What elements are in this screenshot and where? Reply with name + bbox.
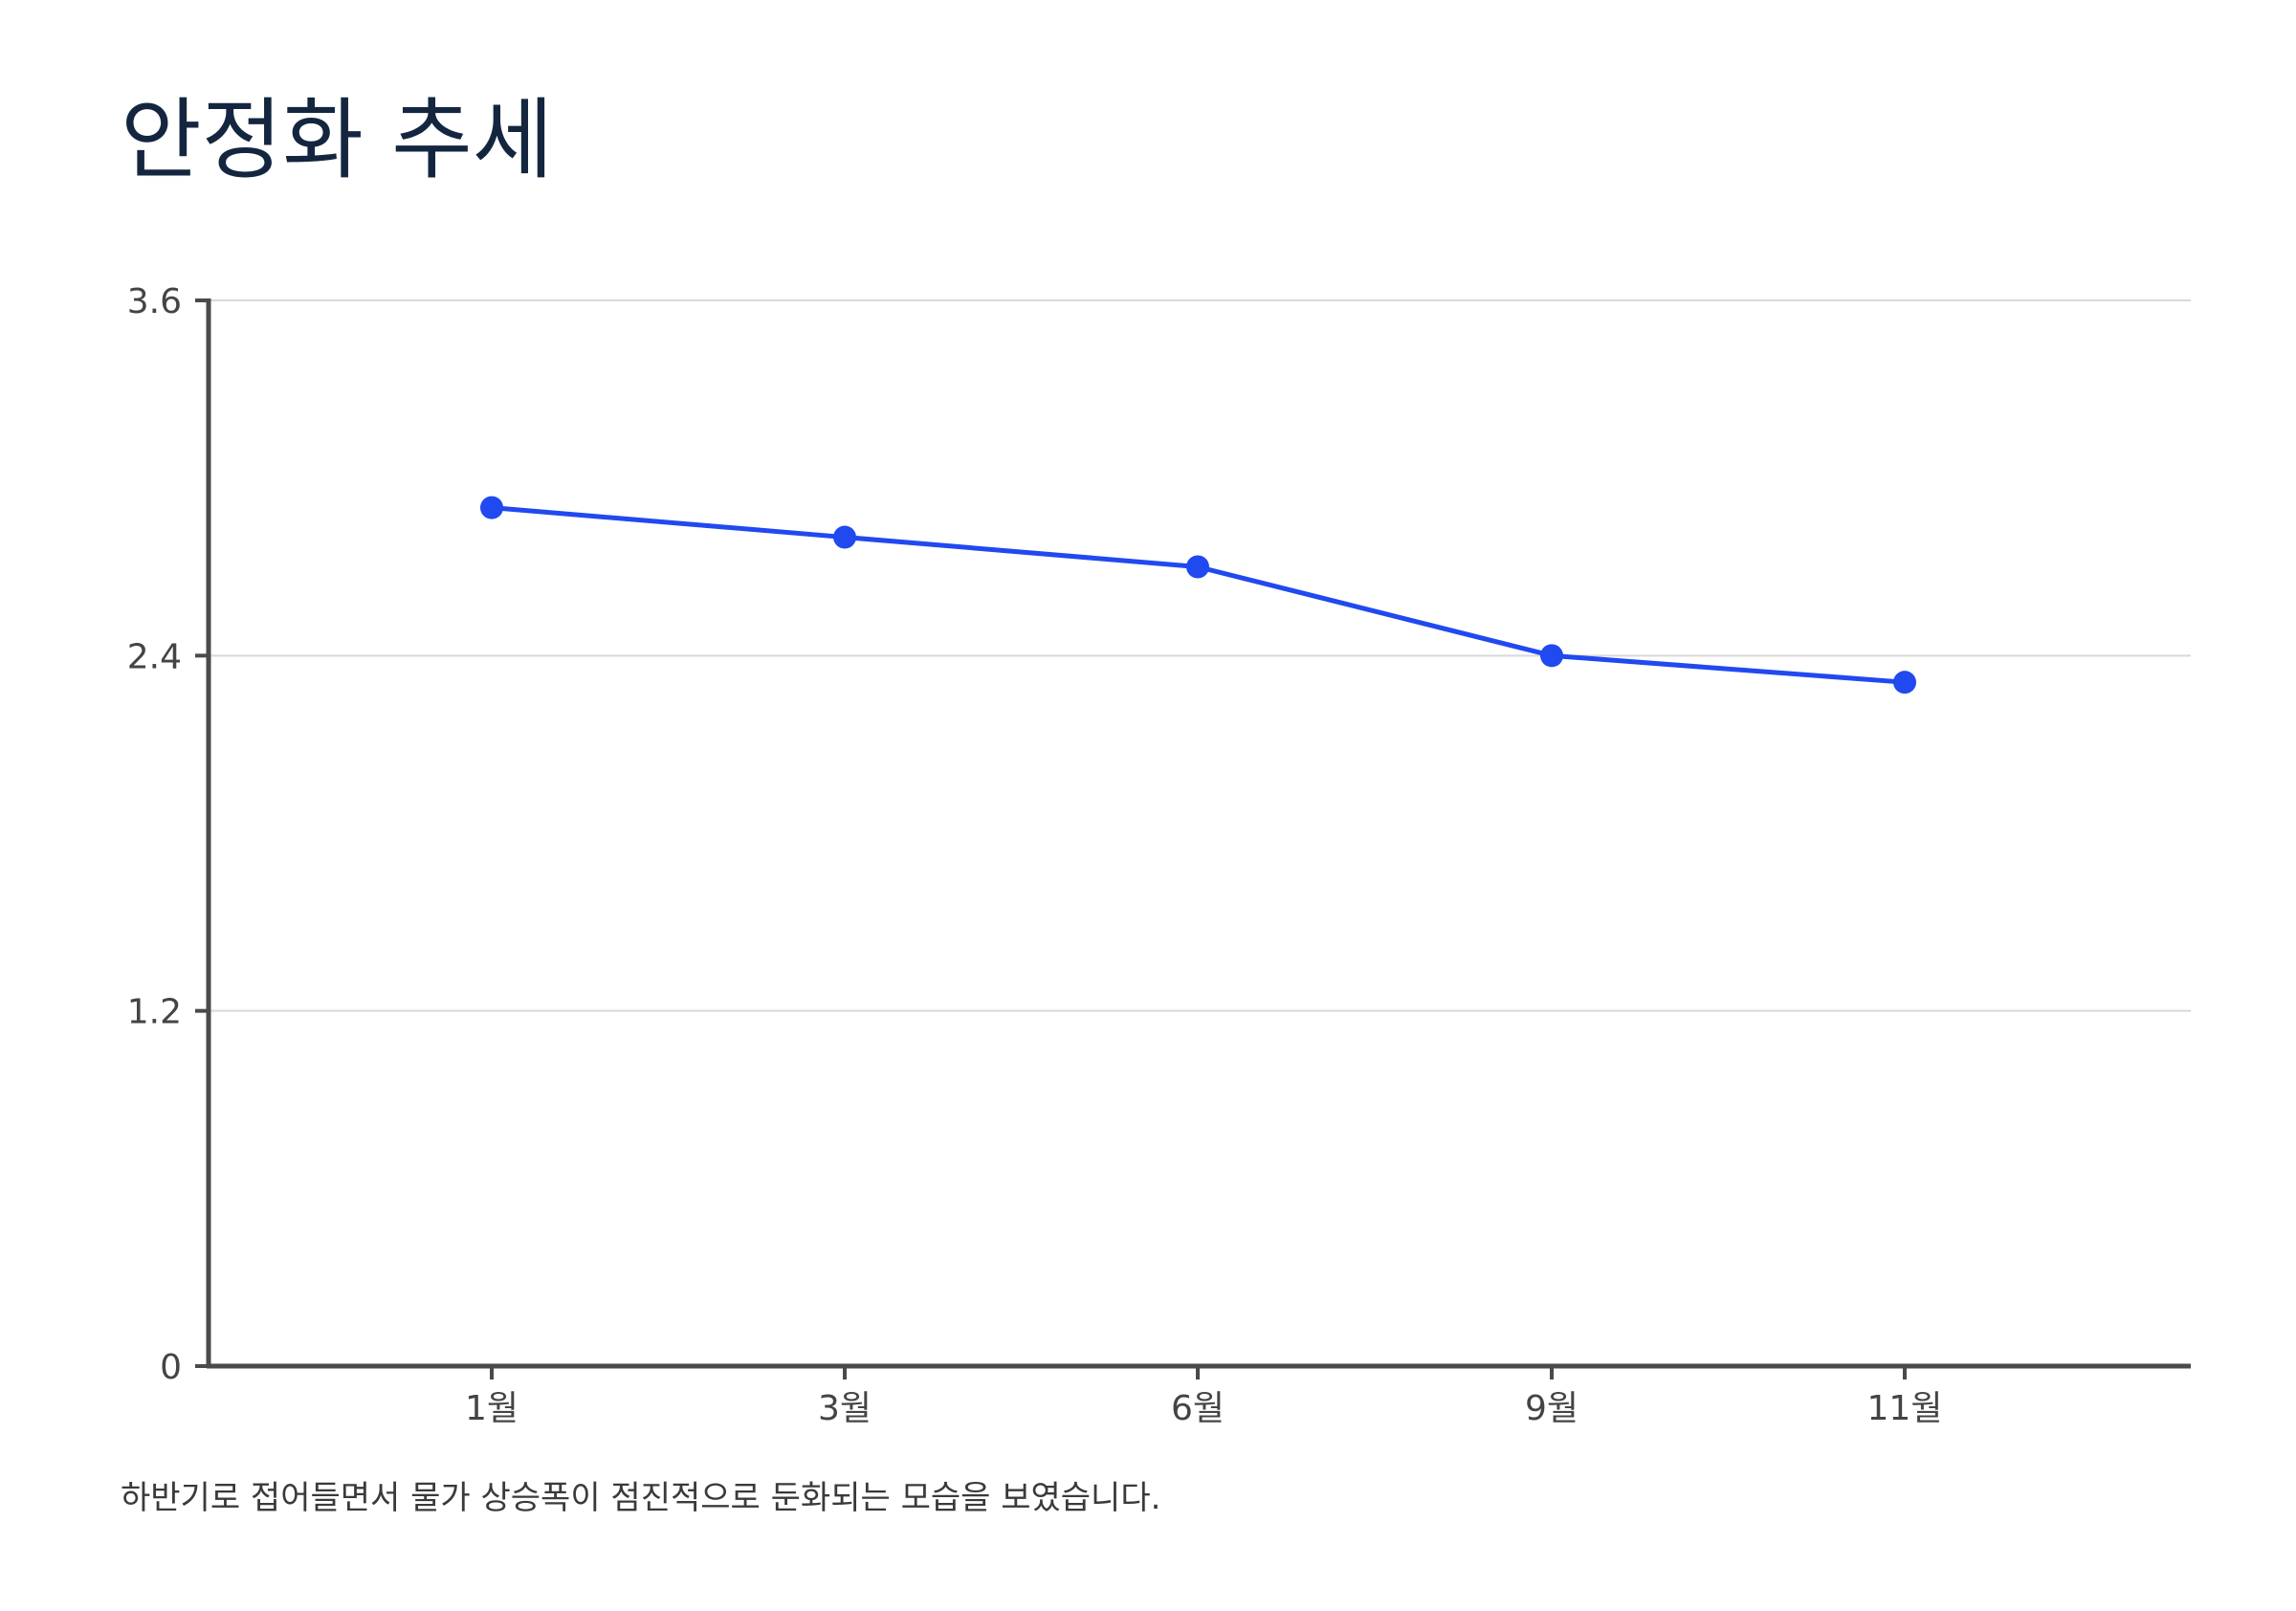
data-point-4 <box>1893 671 1916 695</box>
x-tick-label-0: 1월 <box>465 1389 519 1428</box>
data-point-0 <box>480 496 503 519</box>
y-tick-label-3: 3.6 <box>127 282 182 321</box>
y-tick-label-0: 0 <box>160 1348 182 1387</box>
chart-caption: 하반기로 접어들면서 물가 상승폭이 점진적으로 둔화되는 모습을 보였습니다. <box>121 1479 1161 1517</box>
tick-labels: 0 1.2 2.4 3.6 1월 3월 6월 9월 11월 <box>127 282 1943 1428</box>
series-inflation <box>480 496 1916 695</box>
data-point-1 <box>833 525 856 549</box>
chart-title: 안정화 추세 <box>121 89 554 191</box>
y-tick-label-1: 1.2 <box>127 993 182 1032</box>
axes <box>195 298 2191 1379</box>
grid-lines <box>209 299 2191 1012</box>
y-tick-label-2: 2.4 <box>127 637 182 676</box>
x-tick-label-1: 3월 <box>818 1389 872 1428</box>
x-tick-label-3: 9월 <box>1525 1389 1578 1428</box>
x-tick-label-4: 11월 <box>1867 1389 1943 1428</box>
data-point-2 <box>1186 555 1209 579</box>
x-tick-label-2: 6월 <box>1171 1389 1225 1428</box>
data-point-3 <box>1540 644 1563 668</box>
